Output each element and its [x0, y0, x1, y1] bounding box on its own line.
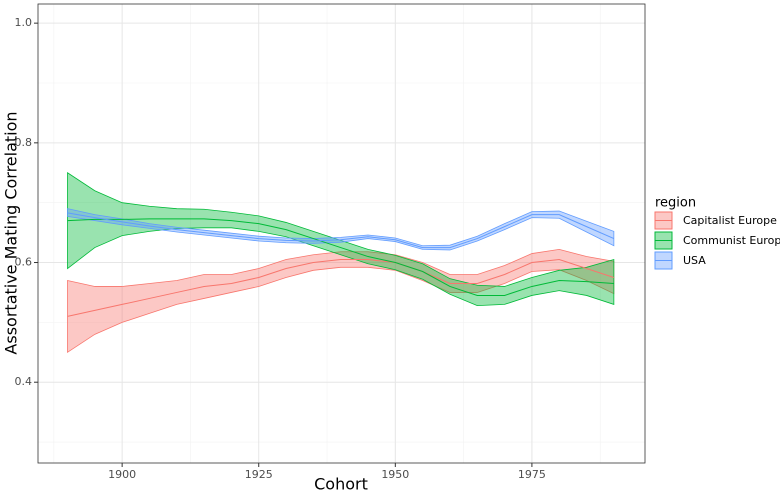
legend-title: region [655, 196, 696, 211]
confidence-ribbon [67, 208, 615, 251]
y-tick-label: 0.8 [15, 136, 33, 149]
line [67, 218, 614, 296]
legend-label: USA [683, 254, 706, 267]
panel-border [37, 3, 646, 464]
x-tick-label: 1925 [245, 468, 273, 481]
line [67, 212, 615, 249]
line [67, 259, 615, 317]
y-tick-label: 0.4 [15, 375, 33, 388]
y-axis-label: Assortative Mating Correlation [2, 111, 21, 354]
y-tick-label: 1.0 [15, 16, 33, 29]
legend-label: Communist Europe [683, 234, 780, 247]
confidence-ribbon [67, 172, 615, 307]
x-tick-label: 1950 [381, 468, 409, 481]
x-tick-label: 1900 [108, 468, 136, 481]
x-tick-label: 1975 [518, 468, 546, 481]
x-axis-label: Cohort [314, 475, 368, 493]
legend-label: Capitalist Europe [683, 214, 777, 227]
y-tick-label: 0.6 [15, 256, 33, 269]
